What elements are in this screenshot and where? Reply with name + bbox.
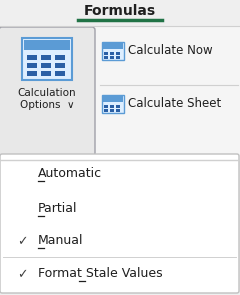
Bar — [104, 56, 108, 58]
Bar — [103, 43, 123, 49]
Bar — [116, 56, 120, 58]
Bar — [102, 42, 124, 60]
Bar — [0, 26, 240, 160]
Text: Calculate Sheet: Calculate Sheet — [128, 97, 221, 110]
Bar — [41, 71, 51, 76]
Bar — [24, 40, 70, 50]
Text: Manual: Manual — [38, 234, 84, 247]
Text: Calculation: Calculation — [18, 88, 76, 98]
Bar — [116, 105, 120, 107]
Bar — [110, 52, 114, 55]
Text: Format Stale Values: Format Stale Values — [38, 267, 163, 280]
FancyBboxPatch shape — [0, 154, 239, 293]
Bar — [104, 109, 108, 112]
Bar — [22, 38, 72, 80]
Text: Automatic: Automatic — [38, 167, 102, 180]
Text: Formulas: Formulas — [84, 4, 156, 18]
Text: ✓: ✓ — [17, 235, 27, 248]
Bar — [104, 105, 108, 107]
Bar — [104, 52, 108, 55]
Bar — [41, 55, 51, 60]
Bar — [116, 109, 120, 112]
Text: Partial: Partial — [38, 202, 78, 215]
Text: Options  ∨: Options ∨ — [20, 100, 74, 110]
Bar — [55, 55, 65, 60]
Bar — [27, 63, 37, 68]
Bar — [3, 257, 236, 290]
Bar — [55, 71, 65, 76]
Text: Calculate Now: Calculate Now — [128, 44, 213, 57]
Bar — [102, 95, 124, 113]
Bar — [3, 224, 236, 257]
Bar — [27, 71, 37, 76]
Bar — [55, 63, 65, 68]
Bar — [41, 63, 51, 68]
Bar — [116, 52, 120, 55]
Bar — [27, 55, 37, 60]
Bar — [103, 96, 123, 102]
Bar — [110, 105, 114, 107]
Bar — [110, 56, 114, 58]
Text: ✓: ✓ — [17, 268, 27, 281]
FancyBboxPatch shape — [0, 27, 95, 156]
Bar — [110, 109, 114, 112]
